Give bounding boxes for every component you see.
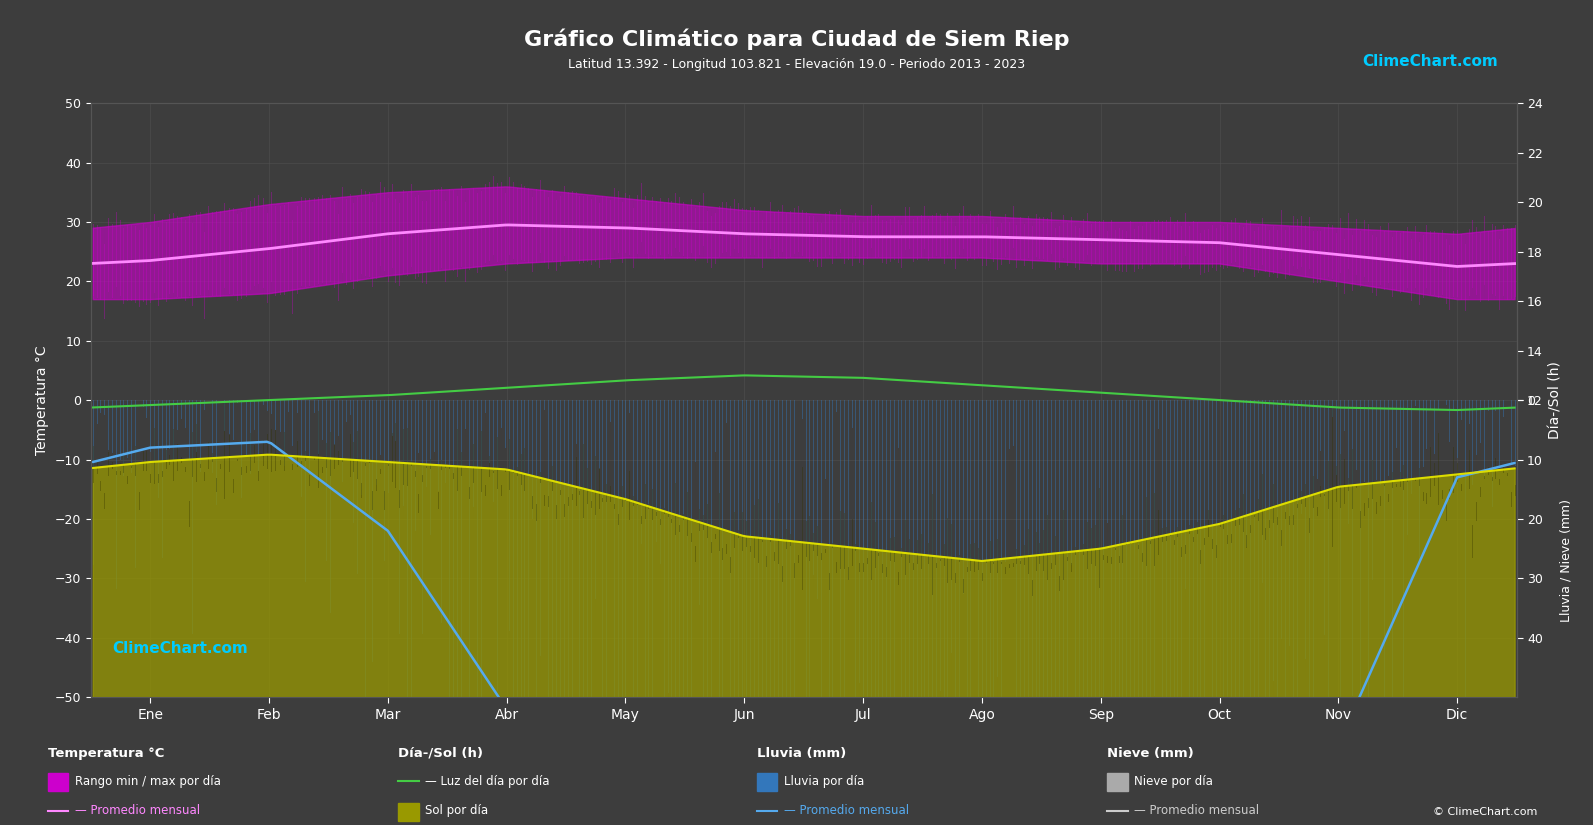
Y-axis label: Día-/Sol (h): Día-/Sol (h) — [1548, 361, 1563, 439]
Text: ClimeChart.com: ClimeChart.com — [1362, 54, 1497, 68]
Text: Latitud 13.392 - Longitud 103.821 - Elevación 19.0 - Periodo 2013 - 2023: Latitud 13.392 - Longitud 103.821 - Elev… — [569, 58, 1024, 71]
Text: Día-/Sol (h): Día-/Sol (h) — [398, 747, 483, 760]
Text: Gráfico Climático para Ciudad de Siem Riep: Gráfico Climático para Ciudad de Siem Ri… — [524, 29, 1069, 50]
Y-axis label: Temperatura °C: Temperatura °C — [35, 346, 49, 455]
Text: — Promedio mensual: — Promedio mensual — [1134, 804, 1260, 818]
Text: — Promedio mensual: — Promedio mensual — [784, 804, 910, 818]
Text: Lluvia (mm): Lluvia (mm) — [757, 747, 846, 760]
Text: Lluvia / Nieve (mm): Lluvia / Nieve (mm) — [1560, 499, 1572, 623]
Text: — Promedio mensual: — Promedio mensual — [75, 804, 201, 818]
Text: Rango min / max por día: Rango min / max por día — [75, 775, 221, 788]
Text: © ClimeChart.com: © ClimeChart.com — [1432, 807, 1537, 817]
Text: Lluvia por día: Lluvia por día — [784, 775, 863, 788]
Text: Sol por día: Sol por día — [425, 804, 489, 818]
Text: Nieve (mm): Nieve (mm) — [1107, 747, 1193, 760]
Text: Nieve por día: Nieve por día — [1134, 775, 1214, 788]
Text: Temperatura °C: Temperatura °C — [48, 747, 164, 760]
Text: ClimeChart.com: ClimeChart.com — [112, 640, 249, 656]
Text: — Luz del día por día: — Luz del día por día — [425, 775, 550, 788]
